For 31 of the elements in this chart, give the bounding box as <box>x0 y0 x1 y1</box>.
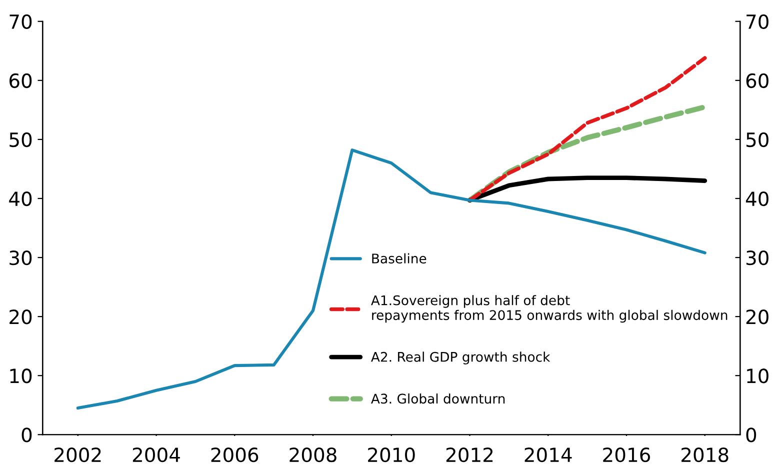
x-tick-label: 2010 <box>368 447 415 462</box>
x-tick-label: 2004 <box>132 447 180 462</box>
legend-label: A1.Sovereign plus half of debt repayments from 2015 onwards with global slowdown <box>371 295 728 323</box>
x-tick-label: 2006 <box>211 447 258 462</box>
x-tick-label: 2002 <box>54 447 101 462</box>
y-tick-label: 40 <box>9 191 32 206</box>
y-tick-label: 70 <box>10 14 32 30</box>
y-tick-label: 50 <box>10 132 32 148</box>
y2-tick-label: 50 <box>746 132 768 148</box>
x-tick-label: 2014 <box>524 447 572 462</box>
legend-label: A3. Global downturn <box>371 393 505 404</box>
y2-tick-label: 40 <box>746 191 768 206</box>
y-tick-label: 60 <box>10 73 32 88</box>
y-tick-label: 30 <box>10 250 32 266</box>
x-tick-label: 2016 <box>603 447 650 462</box>
y2-tick-label: 0 <box>746 428 756 442</box>
x-tick-label: 2012 <box>446 447 493 462</box>
y2-tick-label: 60 <box>746 73 768 88</box>
y2-tick-label: 10 <box>747 368 768 384</box>
x-tick-label: 2008 <box>290 447 336 462</box>
line-series <box>468 176 708 202</box>
y-tick-label: 0 <box>22 428 32 442</box>
y-tick-label: 20 <box>10 310 32 324</box>
y2-tick-label: 30 <box>746 250 768 266</box>
legend-label: Baseline <box>372 253 426 264</box>
line-series <box>468 56 707 202</box>
legend-label: A2. Real GDP growth shock <box>371 352 550 364</box>
x-tick-label: 2018 <box>682 447 728 462</box>
y2-tick-label: 20 <box>746 310 768 324</box>
y2-tick-label: 70 <box>746 14 768 30</box>
y-tick-label: 10 <box>10 368 32 384</box>
